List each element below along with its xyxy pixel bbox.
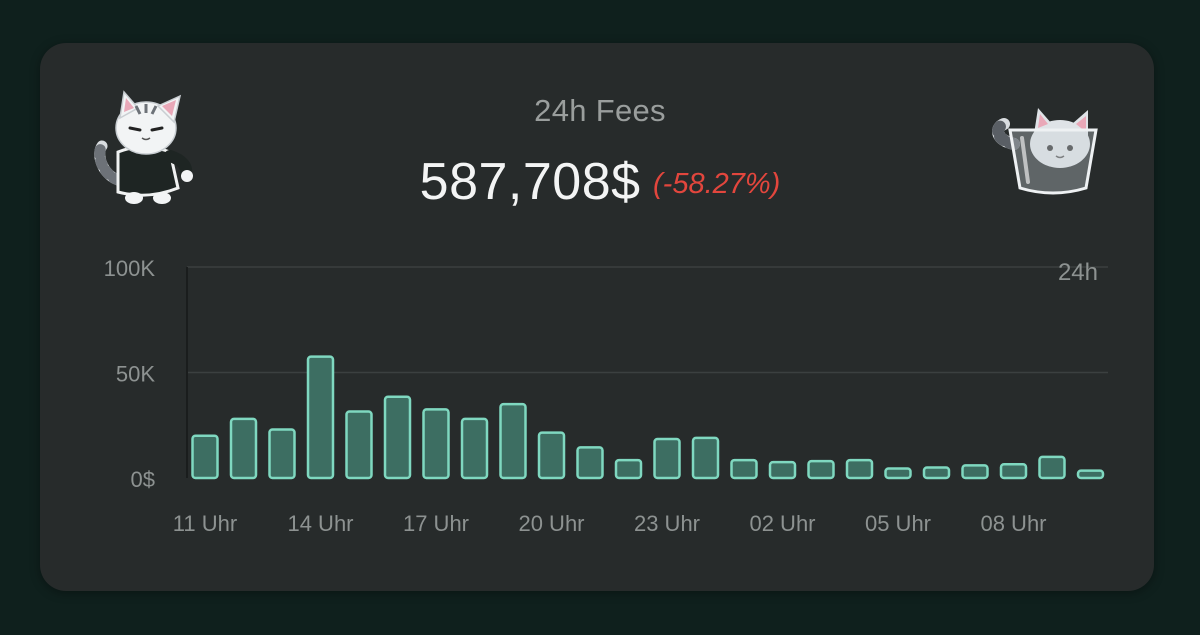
bar [537, 431, 566, 480]
bar [768, 460, 797, 480]
y-tick-label: 50K [116, 362, 155, 387]
bar [884, 467, 912, 480]
x-tick-label: 17 Uhr [403, 511, 469, 536]
fees-change: (-58.27%) [653, 168, 781, 200]
bar [191, 434, 219, 480]
bar [999, 463, 1028, 480]
x-tick-label: 11 Uhr [173, 511, 237, 536]
bar [922, 466, 951, 480]
bar [1076, 469, 1105, 480]
fees-summary: 587,708$ (-58.27%) [0, 152, 1200, 212]
bar [306, 355, 335, 480]
bar [345, 410, 373, 480]
bar [460, 417, 489, 480]
x-tick-label: 14 Uhr [287, 511, 353, 536]
bar [691, 436, 720, 480]
bar [229, 417, 258, 480]
bar [730, 458, 758, 480]
bar [614, 458, 643, 480]
bar [499, 402, 527, 480]
fees-value: 587,708$ [419, 153, 641, 211]
x-tick-label: 20 Uhr [518, 511, 584, 536]
bar [383, 395, 412, 480]
x-tick-label: 05 Uhr [865, 511, 931, 536]
bar [1038, 455, 1066, 480]
bar [961, 464, 989, 480]
card-title: 24h Fees [534, 93, 666, 128]
y-tick-label: 0$ [131, 467, 155, 492]
bar [268, 428, 296, 480]
bar [653, 437, 681, 480]
x-tick-label: 23 Uhr [634, 511, 700, 536]
x-tick-label: 08 Uhr [980, 511, 1046, 536]
range-label: 24h [1058, 259, 1098, 286]
cat-mascot-cup-icon [992, 108, 1098, 195]
fees-card [40, 43, 1154, 591]
bar [422, 408, 450, 480]
cat-mascot-hoodie-icon [94, 90, 193, 204]
x-tick-label: 02 Uhr [749, 511, 815, 536]
bar [807, 459, 835, 480]
y-tick-label: 100K [104, 256, 156, 281]
bar [845, 458, 874, 480]
bar [576, 446, 604, 480]
